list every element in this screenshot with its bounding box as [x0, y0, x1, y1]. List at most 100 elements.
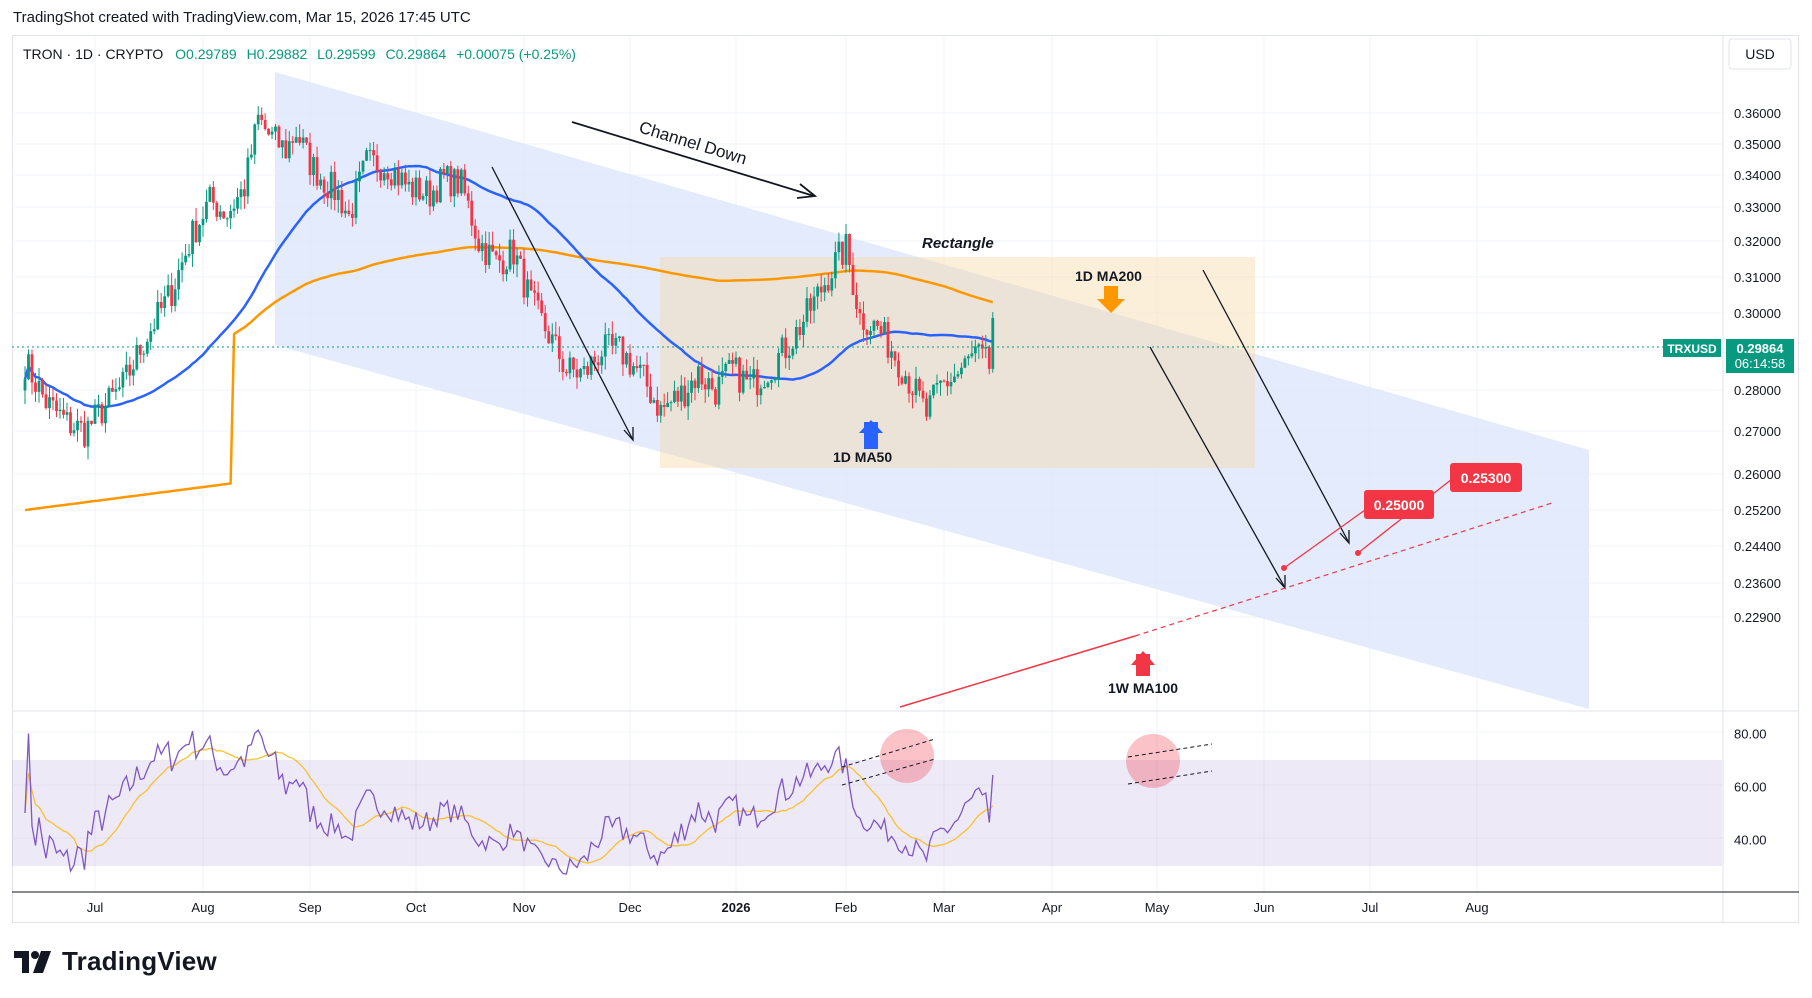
candle-body — [211, 187, 215, 203]
candle-body — [124, 364, 128, 373]
candle-body — [222, 211, 226, 219]
candle-body — [287, 141, 291, 159]
candle-body — [526, 279, 529, 298]
candle-body — [389, 179, 393, 186]
candle-body — [662, 404, 666, 408]
target-label-1: 0.25000 — [1374, 497, 1425, 513]
candle-body — [819, 286, 823, 293]
candle-body — [752, 369, 756, 379]
candle-body — [649, 386, 652, 403]
candle-body — [921, 390, 925, 399]
candle-body — [830, 278, 834, 291]
candle-body — [184, 255, 187, 263]
candle-body — [421, 196, 425, 200]
rsi-highlight-circle-1 — [880, 729, 934, 783]
time-tick-label: Jul — [87, 900, 104, 915]
candle-body — [600, 356, 604, 366]
candle-body — [428, 180, 432, 207]
candle-body — [659, 404, 663, 416]
candle-body — [343, 210, 347, 214]
ticker-tag-label: TRXUSD — [1667, 342, 1717, 356]
time-axis[interactable]: Jul Aug Sep Oct Nov Dec 2026 Feb Mar Apr May Jun Jul… — [87, 900, 1489, 915]
candle-body — [935, 382, 939, 385]
candle-body — [515, 255, 519, 265]
candle-body — [301, 137, 305, 143]
candle-body — [547, 331, 551, 344]
ma50-up-arrow-icon — [859, 420, 883, 449]
candle-body — [491, 244, 495, 252]
candle-body — [166, 285, 170, 297]
candle-body — [900, 377, 904, 384]
candle-body — [208, 187, 212, 202]
time-tick-label: Apr — [1042, 900, 1063, 915]
tradingview-brand[interactable]: TradingView — [14, 946, 217, 977]
time-tick-label: Sep — [298, 900, 321, 915]
candle-body — [816, 286, 820, 297]
candle-body — [225, 218, 229, 220]
candle-body — [522, 258, 526, 298]
candle-body — [707, 378, 711, 390]
candle-body — [565, 371, 568, 374]
ohlc-low: L0.29599 — [317, 46, 376, 62]
candle-body — [568, 357, 572, 374]
ohlc-close: C0.29864 — [385, 46, 446, 62]
candle-body — [58, 409, 62, 412]
tradingview-logo-icon — [14, 950, 51, 973]
candle-body — [243, 189, 246, 197]
ma50-label: 1D MA50 — [833, 449, 892, 465]
candle-body — [966, 356, 970, 359]
candle-body — [755, 369, 759, 396]
symbol-legend[interactable]: TRON · 1D · CRYPTO O0.29789 H0.29882 L0.… — [23, 46, 576, 62]
candle-body — [928, 395, 932, 417]
candle-body — [93, 404, 97, 424]
candle-body — [841, 241, 844, 265]
candle-body — [170, 285, 174, 306]
candle-body — [249, 154, 253, 158]
candle-body — [284, 140, 288, 159]
target-line-1 — [1281, 509, 1366, 571]
chart-header-text: TradingShot created with TradingView.com… — [13, 9, 471, 26]
price-tick-label: 0.28000 — [1734, 383, 1781, 398]
candle-body — [404, 172, 407, 185]
time-tick-label: Jul — [1362, 900, 1379, 915]
currency-label: USD — [1745, 46, 1775, 62]
last-price-tag[interactable] — [1726, 339, 1794, 373]
candle-body — [305, 137, 308, 143]
target-label-2: 0.25300 — [1461, 470, 1512, 486]
candle-body — [911, 393, 914, 396]
target-box-2[interactable] — [1450, 463, 1522, 492]
candle-body — [351, 214, 354, 218]
candle-body — [579, 369, 582, 378]
candle-body — [291, 141, 295, 143]
candle-body — [135, 345, 139, 370]
candle-body — [86, 420, 90, 447]
candle-body — [312, 157, 315, 176]
rectangle-pattern[interactable] — [660, 257, 1255, 468]
rsi-axis[interactable]: 80.00 60.00 40.00 — [1734, 727, 1767, 848]
candle-body — [449, 166, 453, 197]
candle-body — [812, 296, 816, 311]
candle-body — [333, 171, 337, 201]
candle-body — [253, 124, 257, 155]
candle-body — [329, 171, 333, 199]
target-box-1[interactable] — [1364, 490, 1434, 519]
candle-body — [480, 243, 484, 252]
candle-body — [128, 364, 132, 376]
candle-body — [734, 357, 738, 364]
channel-down-area[interactable] — [275, 72, 1589, 709]
currency-button[interactable] — [1728, 38, 1792, 70]
candle-body — [239, 189, 243, 198]
candle-body — [201, 219, 205, 226]
candle-body — [205, 201, 208, 220]
candle-body — [263, 119, 267, 129]
candle-body — [848, 233, 851, 266]
candle-body — [512, 239, 515, 265]
candle-body — [536, 292, 540, 301]
candle-body — [942, 380, 946, 382]
price-tick-label: 0.34000 — [1734, 168, 1781, 183]
candle-body — [393, 169, 397, 186]
ticker-tag[interactable] — [1663, 339, 1721, 357]
candle-body — [34, 382, 37, 392]
price-axis[interactable]: 0.36000 0.35000 0.34000 0.33000 0.32000 0.310… — [1734, 106, 1781, 625]
